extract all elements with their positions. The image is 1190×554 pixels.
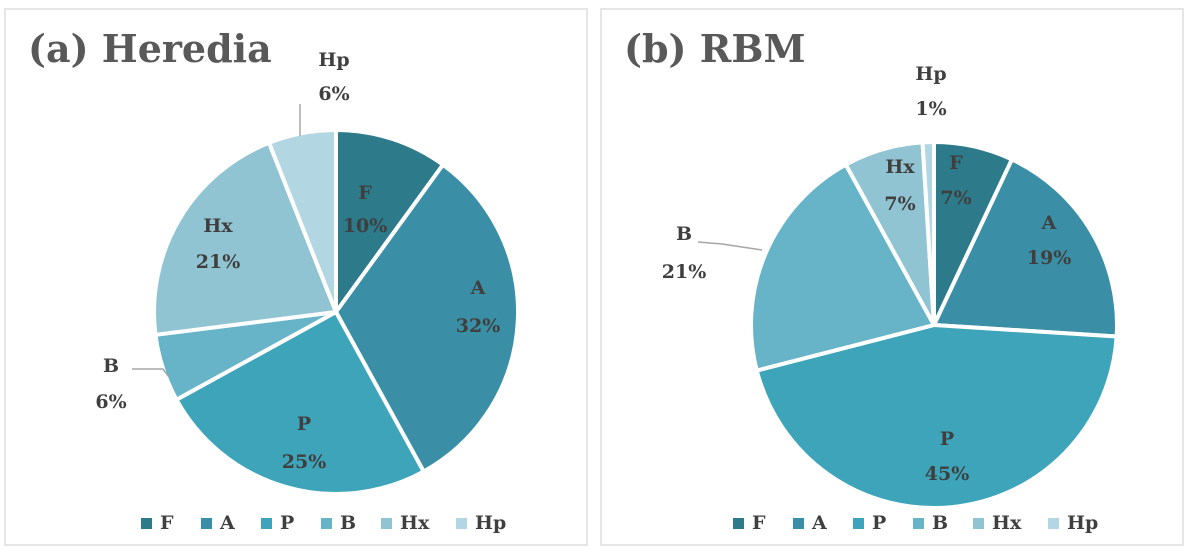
legend-swatch-a <box>793 518 804 529</box>
pie-slice-hp <box>266 127 338 313</box>
legend-swatch-hp <box>456 518 467 529</box>
legend-swatch-a <box>201 518 212 529</box>
data-label-percent-hp: 1% <box>915 98 946 120</box>
chart-panel-rbm: (b) RBM F 7% A 19% P 45% B 21% Hx 7% Hp 1% F A P B Hx Hp <box>600 8 1184 546</box>
data-label-category-hp: Hp <box>318 49 349 71</box>
legend-label-p: P <box>280 512 294 534</box>
legend-label-hp: Hp <box>475 512 506 534</box>
data-label-percent-a: 32% <box>456 315 501 337</box>
data-label-category-a: A <box>470 277 486 299</box>
leader-line-b <box>697 241 763 251</box>
legend-swatch-p <box>261 518 272 529</box>
leader-line-b <box>132 368 170 378</box>
pie-slice-hx <box>152 140 339 338</box>
legend-label-hx: Hx <box>400 512 430 534</box>
data-label-percent-b: 6% <box>95 391 126 413</box>
data-label-percent-hx: 7% <box>884 193 915 215</box>
data-label-percent-p: 45% <box>925 463 970 485</box>
legend-label-f: F <box>752 512 766 534</box>
legend-swatch-p <box>853 518 864 529</box>
data-label-percent-hp: 6% <box>318 83 349 105</box>
data-label-category-b: B <box>103 355 119 377</box>
legend-label-b: B <box>932 512 948 534</box>
legend-swatch-b <box>321 518 332 529</box>
data-label-category-b: B <box>676 223 692 245</box>
data-label-category-f: F <box>949 152 963 174</box>
data-label-percent-a: 19% <box>1027 247 1072 269</box>
data-label-percent-p: 25% <box>282 451 327 473</box>
data-label-percent-hx: 21% <box>196 251 241 273</box>
legend-label-a: A <box>811 512 827 534</box>
pie-slice-p <box>173 309 427 496</box>
data-label-category-p: P <box>940 428 954 450</box>
pie-slice-a <box>930 156 1119 339</box>
pie-slice-f <box>334 127 446 319</box>
legend-swatch-hp <box>1048 518 1059 529</box>
legend-swatch-f <box>733 518 744 529</box>
pie-chart-rbm: (b) RBM F 7% A 19% P 45% B 21% Hx 7% Hp 1% F A P B Hx Hp <box>624 26 1119 534</box>
pie-slice-hp <box>920 139 936 326</box>
chart-title-heredia: (a) Heredia <box>28 26 272 71</box>
data-label-category-hx: Hx <box>885 156 915 178</box>
legend-swatch-hx <box>973 518 984 529</box>
chart-title-rbm: (b) RBM <box>624 26 806 71</box>
legend-label-b: B <box>340 512 356 534</box>
pie-chart-heredia: (a) Heredia F 10% A 32% P 25% B 6% Hx 21% Hp 6% F A P B H… <box>28 26 520 534</box>
legend-swatch-b <box>913 518 924 529</box>
legend-label-hp: Hp <box>1067 512 1098 534</box>
data-label-category-hp: Hp <box>915 63 946 85</box>
chart-panel-heredia: (a) Heredia F 10% A 32% P 25% B 6% Hx 21% Hp 6% F A P B H… <box>4 8 588 546</box>
data-label-category-p: P <box>297 413 311 435</box>
legend-label-a: A <box>219 512 235 534</box>
legend-label-f: F <box>160 512 174 534</box>
data-label-percent-f: 10% <box>343 215 388 237</box>
legend-label-p: P <box>872 512 886 534</box>
data-label-category-f: F <box>358 182 372 204</box>
data-label-category-hx: Hx <box>203 215 233 237</box>
data-label-percent-f: 7% <box>940 187 971 209</box>
data-label-percent-b: 21% <box>662 261 707 283</box>
pie-slice-a <box>333 161 520 475</box>
legend-label-hx: Hx <box>992 512 1022 534</box>
data-label-category-a: A <box>1041 212 1057 234</box>
legend-swatch-f <box>141 518 152 529</box>
pie-slice-b <box>749 161 937 373</box>
pie-slice-p <box>754 322 1119 510</box>
legend-swatch-hx <box>381 518 392 529</box>
